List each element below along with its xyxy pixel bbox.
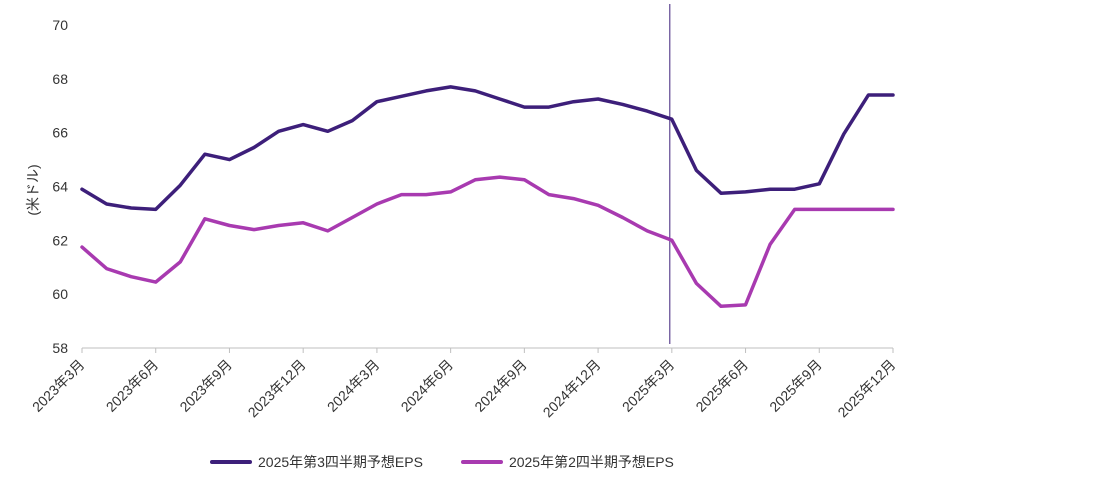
legend-item-q3: 2025年第3四半期予想EPS <box>210 452 423 472</box>
y-tick-label: 58 <box>52 340 68 356</box>
y-tick-label: 64 <box>52 179 68 195</box>
x-axis: 2023年3月 2023年6月 2023年9月 2023年12月 2024年3月 2024… <box>29 4 899 420</box>
legend-label-q2: 2025年第2四半期予想EPS <box>508 454 674 470</box>
y-tick-label: 70 <box>52 17 68 33</box>
series-layer <box>80 85 895 309</box>
x-tick-label: 2024年9月 <box>471 356 530 415</box>
x-tick-label: 2024年6月 <box>398 356 457 415</box>
y-tick-label: 60 <box>52 286 68 302</box>
y-axis: 58 60 62 64 66 68 70 <box>52 17 68 356</box>
y-tick-label: 68 <box>52 71 68 87</box>
x-tick-label: 2025年9月 <box>766 356 825 415</box>
x-tick-label: 2025年3月 <box>619 356 678 415</box>
x-tick-label: 2024年3月 <box>324 356 383 415</box>
x-tick-label: 2023年9月 <box>176 356 235 415</box>
y-tick-label: 66 <box>52 125 68 141</box>
y-tick-label: 62 <box>52 232 68 248</box>
legend-swatch-q3 <box>210 460 252 464</box>
series-line-0 <box>80 85 895 212</box>
legend-label-q3: 2025年第3四半期予想EPS <box>258 454 423 470</box>
x-tick-label: 2025年6月 <box>692 356 751 415</box>
x-tick-label: 2024年12月 <box>540 356 604 420</box>
x-tick-label: 2023年6月 <box>103 356 162 415</box>
x-tick-label: 2025年12月 <box>834 356 898 420</box>
legend-item-q2: 2025年第2四半期予想EPS <box>460 452 674 472</box>
series-line-1 <box>80 175 895 309</box>
x-tick-label: 2023年12月 <box>245 356 309 420</box>
x-tick-label: 2023年3月 <box>29 356 88 415</box>
legend: 2025年第3四半期予想EPS 2025年第2四半期予想EPS <box>210 452 674 472</box>
y-axis-label: (米ドル) <box>25 164 41 215</box>
legend-swatch-q2 <box>460 460 503 464</box>
